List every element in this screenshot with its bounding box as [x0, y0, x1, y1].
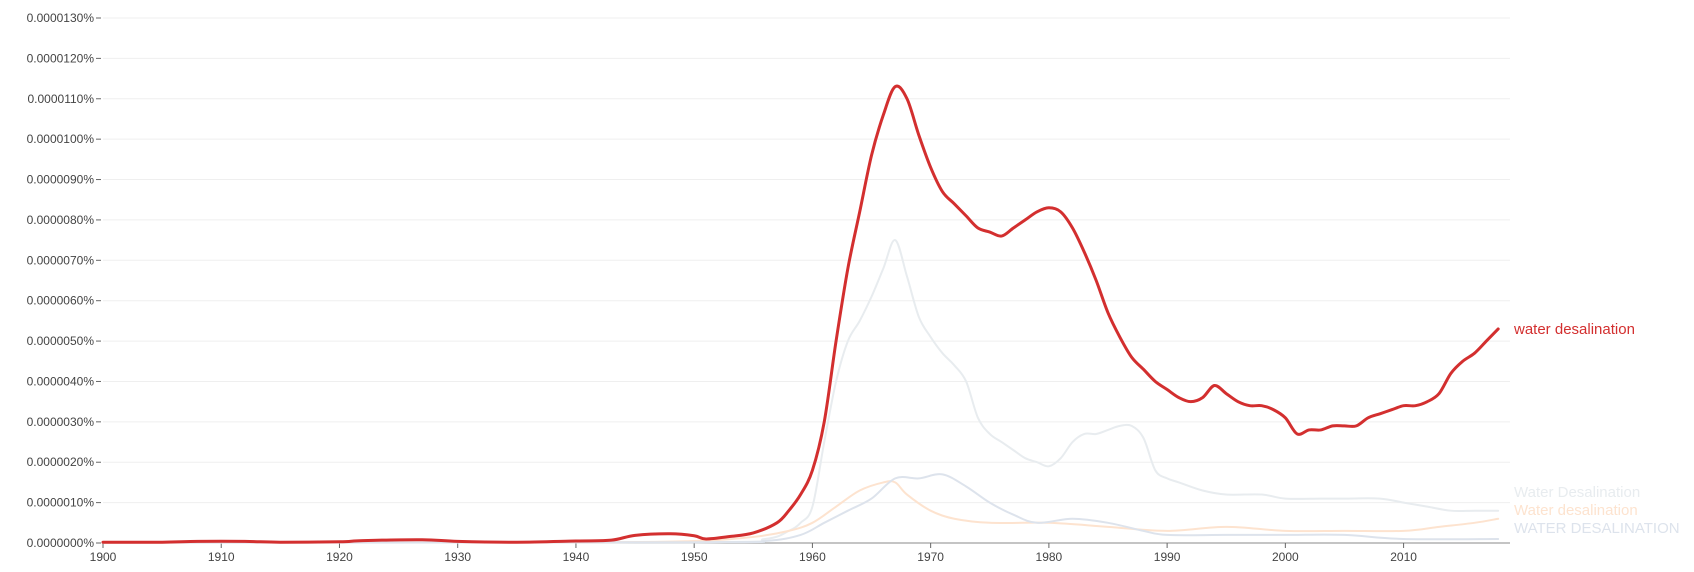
y-tick-label: 0.0000050%: [27, 334, 95, 348]
y-tick-label: 0.0000120%: [27, 51, 95, 65]
y-tick-label: 0.0000110%: [27, 92, 94, 106]
x-tick-label: 1970: [917, 550, 944, 564]
series-line[interactable]: [101, 84, 1500, 544]
y-tick-label: 0.0000070%: [27, 253, 95, 267]
series-line[interactable]: [102, 480, 1500, 544]
y-axis: 0.0000000% 0.0000010% 0.0000020% 0.0000030%…: [27, 11, 101, 550]
x-tick-label: 2000: [1272, 550, 1299, 564]
series-legend: water desalination Water DesalinationWate…: [1513, 321, 1680, 537]
x-tick-label: 1910: [208, 550, 235, 564]
series-label[interactable]: WATER DESALINATION: [1514, 520, 1680, 537]
y-tick-label: 0.0000000%: [27, 536, 95, 550]
x-tick-label: 1960: [799, 550, 826, 564]
x-tick-label: 1980: [1036, 550, 1063, 564]
series-line[interactable]: [102, 239, 1500, 544]
y-tick-label: 0.0000100%: [27, 132, 95, 146]
x-tick-label: 1920: [326, 550, 353, 564]
x-tick-label: 1930: [444, 550, 471, 564]
y-tick-label: 0.0000010%: [27, 496, 95, 510]
y-tick-label: 0.0000030%: [27, 415, 95, 429]
x-tick-label: 1990: [1154, 550, 1181, 564]
series-line[interactable]: [102, 473, 1500, 544]
y-tick-label: 0.0000090%: [27, 173, 95, 187]
y-tick-label: 0.0000080%: [27, 213, 95, 227]
x-axis: 1900 1910 1920 1930 1940 1950 1960 1970 1980 1990…: [90, 542, 1510, 564]
series-label[interactable]: Water desalination: [1514, 502, 1638, 519]
x-tick-label: 1900: [90, 550, 117, 564]
y-tick-label: 0.0000130%: [27, 11, 95, 25]
y-tick-label: 0.0000040%: [27, 374, 95, 388]
series-label[interactable]: water desalination: [1513, 321, 1635, 338]
x-tick-label: 2010: [1390, 550, 1417, 564]
series-label[interactable]: Water Desalination: [1514, 484, 1640, 501]
series-lines: [101, 84, 1500, 544]
chart-grid: [103, 17, 1510, 544]
y-tick-label: 0.0000020%: [27, 455, 95, 469]
x-tick-label: 1950: [681, 550, 708, 564]
x-tick-label: 1940: [563, 550, 590, 564]
y-tick-label: 0.0000060%: [27, 294, 95, 308]
